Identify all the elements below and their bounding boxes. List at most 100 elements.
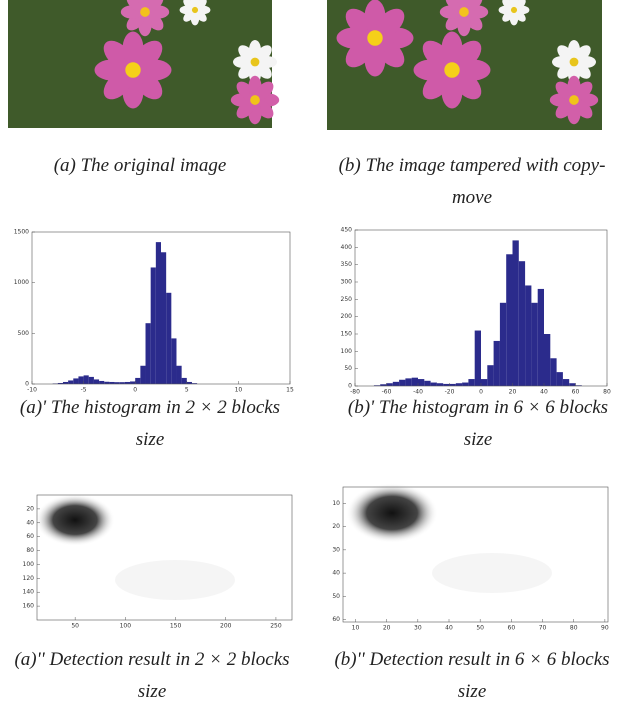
bar [93,379,100,384]
bar [525,285,532,386]
bar [468,379,475,386]
caption: (b)' The histogram in 6 × 6 blocks size [347,397,609,450]
x-tick-label: -40 [413,389,423,396]
bar [499,302,507,386]
x-tick-label: 80 [603,389,611,396]
bar [474,330,481,386]
flower-center [444,62,460,78]
bar [78,376,84,384]
bar [373,385,381,386]
x-tick-label: 80 [570,625,578,632]
x-tick-label: 10 [352,625,360,632]
y-tick-label: 20 [332,523,340,530]
x-tick-label: 50 [476,625,484,632]
petal [255,45,272,62]
bar [57,382,63,384]
y-tick-label: 40 [332,570,340,577]
bar [569,383,576,386]
flower-center [569,95,579,105]
x-tick-label: 250 [270,623,282,630]
plot-frame [36,494,293,621]
bar [119,382,125,384]
bar [449,383,456,386]
petal [514,0,526,10]
petal [375,8,405,38]
flower-center [510,6,518,14]
bar [140,365,146,384]
x-tick-label: -10 [27,387,37,394]
bar [130,381,136,384]
y-tick-label: 30 [332,546,340,553]
y-tick-label: 10 [332,500,340,507]
bar [73,378,79,384]
bar [562,379,570,386]
bar [62,381,69,384]
x-tick-label: 20 [383,625,391,632]
x-tick-label: -60 [382,389,392,396]
x-tick-label: 0 [133,387,137,394]
bar [537,288,544,386]
x-tick-label: 200 [220,623,232,630]
y-tick-label: 1000 [14,279,29,286]
y-tick-label: 300 [341,279,353,286]
petal [195,0,207,10]
bar [418,379,425,386]
flower-center [367,30,383,46]
bar [481,379,488,386]
caption: (a)' The histogram in 2 × 2 blocks size [19,397,281,450]
petal [255,81,274,100]
noise [432,553,552,593]
bar [518,261,526,386]
bar [135,377,141,384]
flower-center [140,7,150,17]
caption: (b)'' Detection result in 6 × 6 blocks s… [334,649,610,702]
bar [68,380,74,384]
plot-frame [342,486,609,623]
flowers [94,0,599,125]
y-tick-label: 500 [18,330,30,337]
x-tick-label: 60 [572,389,580,396]
petal [452,40,482,70]
bar [166,292,172,384]
flower-center [569,57,579,67]
bar [109,381,115,384]
bar [161,252,167,384]
bar [114,382,120,384]
bar [104,381,110,384]
bar [430,382,437,386]
petal [126,0,145,12]
bar [411,377,418,386]
detected-region [35,494,115,546]
petal [574,81,593,100]
bar [181,377,187,384]
caption: (b) The image tampered with copy-move [338,155,606,208]
detected-region [346,483,438,543]
y-tick-label: 50 [332,593,340,600]
y-tick-label: 140 [23,589,35,596]
y-tick-label: 0 [25,381,29,388]
flower-center [250,57,260,67]
flower-center [125,62,141,78]
bar [487,365,494,386]
x-tick-label: -20 [445,389,455,396]
bar [145,323,151,384]
y-tick-label: 20 [26,505,34,512]
bar [462,382,469,386]
bar [392,381,400,386]
y-tick-label: 100 [341,348,353,355]
y-tick-label: 160 [23,603,35,610]
bar [443,383,450,386]
bar [575,385,582,386]
y-tick-label: 1500 [14,229,29,236]
y-tick-label: 0 [348,383,352,390]
y-tick-label: 250 [341,296,353,303]
caption: (a)'' Detection result in 2 × 2 blocks s… [14,649,290,702]
plot-frame [31,231,291,385]
y-tick-label: 60 [26,533,34,540]
bar [191,383,198,384]
bar [405,378,412,386]
bar [83,375,89,384]
